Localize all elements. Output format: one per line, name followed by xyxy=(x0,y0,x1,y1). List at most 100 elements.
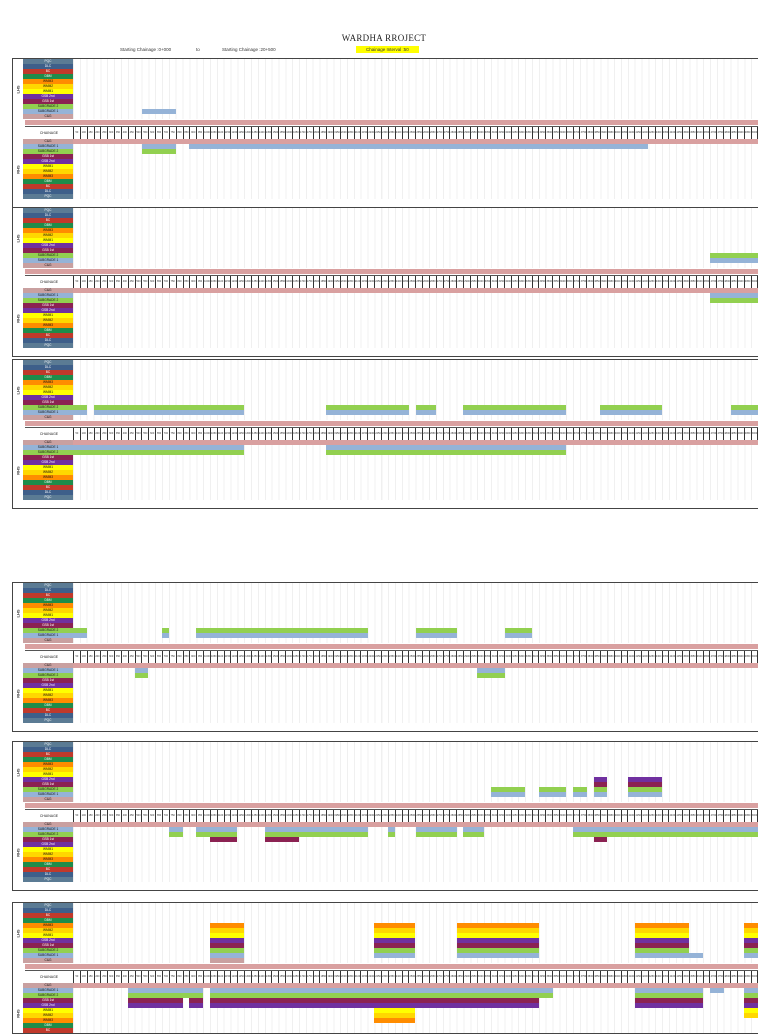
chainage-cell: 1050 xyxy=(209,127,217,139)
chainage-cell: 2250 xyxy=(374,971,381,983)
cg-band xyxy=(25,644,758,649)
chainage-cell: 550 xyxy=(141,810,148,822)
layer-label: DBM xyxy=(23,918,73,923)
chainage-cell: 2050 xyxy=(346,971,354,983)
progress-segment xyxy=(326,410,409,415)
layer-label: SUBGRADE 2 xyxy=(23,298,73,303)
layer-label: DLC xyxy=(23,338,73,343)
chainage-cell: 4050 xyxy=(620,276,628,288)
chainage-cell: 4200 xyxy=(641,810,648,822)
chainage-cell: 4250 xyxy=(647,127,655,139)
chainage-cell: 800 xyxy=(175,810,183,822)
chainage-cell: 5050 xyxy=(757,276,758,288)
chainage-cell: 3800 xyxy=(586,810,593,822)
layer-label: DBM xyxy=(23,862,73,867)
chainage-cell: 1950 xyxy=(333,428,340,440)
chainage-cell: 950 xyxy=(196,127,203,139)
layer-label: DLC xyxy=(23,213,73,218)
chainage-cell: 4650 xyxy=(702,276,710,288)
chainage-cell: 1450 xyxy=(264,428,272,440)
layer-label: GSB 2nd xyxy=(23,938,73,943)
chainage-cell: 3000 xyxy=(476,971,484,983)
chainage-cell: 1150 xyxy=(223,651,231,663)
chainage-cell: 350 xyxy=(114,276,121,288)
chainage-cell: 1050 xyxy=(209,651,217,663)
chainage-cell: 2000 xyxy=(339,276,347,288)
chainage-cell: 2800 xyxy=(449,127,456,139)
chainage-cell: 4100 xyxy=(627,651,634,663)
progress-segment xyxy=(463,410,567,415)
chainage-cell: 1550 xyxy=(278,651,285,663)
chainage-cell: 4600 xyxy=(695,971,703,983)
chainage-cell: 3600 xyxy=(558,810,566,822)
chainage-cell: 1150 xyxy=(223,276,231,288)
progress-segment xyxy=(593,782,608,787)
progress-segment xyxy=(210,938,245,943)
chainage-cell: 700 xyxy=(161,127,169,139)
chainage-cell: 3200 xyxy=(504,810,511,822)
chainage-cell: 2350 xyxy=(387,127,395,139)
chainage-cell: 3000 xyxy=(476,651,484,663)
chainage-cell: 2200 xyxy=(367,428,374,440)
chainage-cell: 3000 xyxy=(476,276,484,288)
chainage-cell: 1300 xyxy=(244,276,251,288)
chainage-cell: 1650 xyxy=(292,971,299,983)
chainage-cell: 1050 xyxy=(209,428,217,440)
progress-segment xyxy=(573,787,587,792)
chainage-cell: 4550 xyxy=(688,276,696,288)
chainage-cell: 1450 xyxy=(264,971,272,983)
chainage-cell: 50 xyxy=(73,276,80,288)
chainage-cell: 750 xyxy=(168,276,176,288)
chainage-cell: 4950 xyxy=(743,127,751,139)
layer-label: WMM2 xyxy=(23,385,73,390)
progress-segment xyxy=(627,777,663,782)
chainage-cell: 500 xyxy=(134,971,142,983)
chainage-cell: 3200 xyxy=(504,276,511,288)
chainage-cell: 3100 xyxy=(490,651,497,663)
chainage-cell: 800 xyxy=(175,127,183,139)
progress-segment xyxy=(189,144,649,149)
chainage-cell: 450 xyxy=(127,428,135,440)
chainage-cell: 2150 xyxy=(360,651,367,663)
chainage-cell: 2250 xyxy=(374,651,381,663)
progress-segment xyxy=(627,782,663,787)
layer-label: PQC xyxy=(23,495,73,500)
progress-segment xyxy=(593,787,608,792)
chainage-cell: 2850 xyxy=(456,971,463,983)
progress-segment xyxy=(634,988,704,993)
progress-segment xyxy=(73,410,80,415)
chainage-cell: 1850 xyxy=(319,428,326,440)
progress-segment xyxy=(634,928,690,933)
chainage-cell: 200 xyxy=(93,428,101,440)
chainage-cell: 2450 xyxy=(401,971,409,983)
chainage-cell: 3850 xyxy=(593,276,600,288)
layer-label: C&G xyxy=(23,958,73,963)
chainage-cell: 2150 xyxy=(360,127,367,139)
progress-segment xyxy=(93,405,245,410)
chainage-cell: 150 xyxy=(86,276,94,288)
chainage-cell: 2050 xyxy=(346,127,354,139)
chainage-cell: 2000 xyxy=(339,127,347,139)
chainage-cell: 4300 xyxy=(654,428,662,440)
chainage-cell: 3800 xyxy=(586,651,593,663)
chainage-cell: 5000 xyxy=(750,276,758,288)
layer-label: SUBGRADE 2 xyxy=(23,628,73,633)
progress-segment xyxy=(477,668,505,673)
layer-label: WMM1 xyxy=(23,1008,73,1013)
progress-segment xyxy=(210,958,245,963)
chainage-row: CHAINAGE 50 100 150 200 250 300 350 400 450 500 550… xyxy=(25,809,758,823)
chainage-label: CHAINAGE xyxy=(39,655,59,659)
chainage-cell: 900 xyxy=(189,651,196,663)
layer-label: GSB 2nd xyxy=(23,159,73,164)
chainage-cell: 1500 xyxy=(271,428,278,440)
chainage-cell: 3100 xyxy=(490,971,497,983)
layer-label: GSB 2nd xyxy=(23,777,73,782)
layer-label: C&G xyxy=(23,139,73,144)
layer-label: SUBGRADE 1 xyxy=(23,827,73,832)
layer-label: DLC xyxy=(23,908,73,913)
chainage-cell: 2300 xyxy=(380,127,388,139)
rhs-text: RHS xyxy=(15,164,21,174)
chainage-cell: 4850 xyxy=(730,810,737,822)
chainage-label: CHAINAGE xyxy=(39,975,59,979)
chainage-cell: 3250 xyxy=(511,810,518,822)
